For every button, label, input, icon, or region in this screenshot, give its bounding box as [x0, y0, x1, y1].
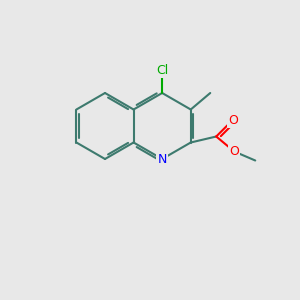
Text: N: N: [158, 152, 167, 166]
Text: Cl: Cl: [156, 64, 168, 77]
Text: O: O: [228, 113, 238, 127]
Text: O: O: [229, 145, 239, 158]
